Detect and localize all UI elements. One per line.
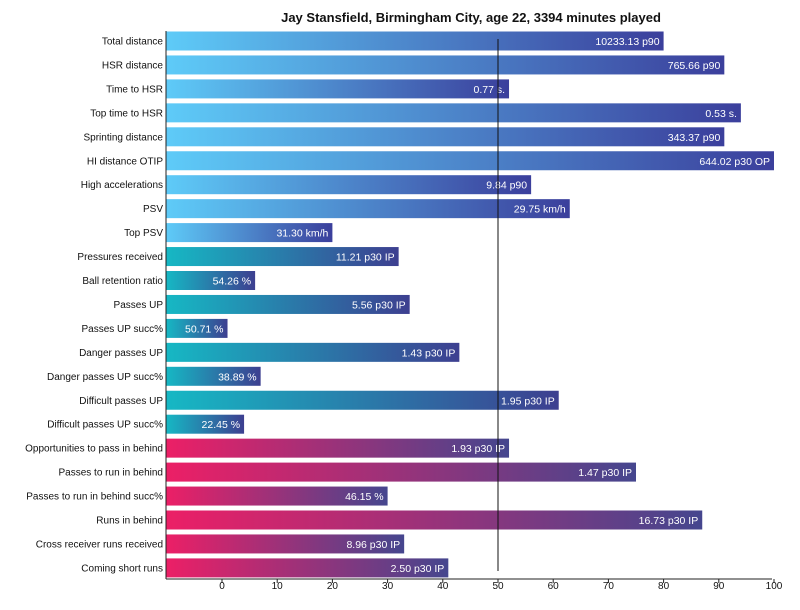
category-label: Ball retention ratio bbox=[82, 276, 163, 287]
bar bbox=[166, 510, 703, 530]
x-tick-label: 50 bbox=[492, 581, 504, 592]
chart-title: Jay Stansfield, Birmingham City, age 22,… bbox=[281, 10, 661, 25]
bar-value-label: 1.95 p30 IP bbox=[501, 395, 555, 407]
bar-value-label: 1.43 p30 IP bbox=[402, 347, 456, 359]
bar-value-label: 22.45 % bbox=[202, 419, 241, 431]
bar bbox=[166, 558, 449, 578]
bar bbox=[166, 414, 245, 434]
bar-value-label: 9.84 p90 bbox=[486, 180, 527, 192]
bar bbox=[166, 318, 228, 338]
bar bbox=[166, 534, 405, 554]
bar-value-label: 11.21 p30 IP bbox=[336, 252, 395, 264]
bar-value-label: 1.93 p30 IP bbox=[451, 443, 505, 455]
category-label: Total distance bbox=[102, 37, 164, 48]
bar bbox=[166, 390, 559, 410]
category-label: Difficult passes UP bbox=[79, 396, 163, 407]
bar bbox=[166, 247, 399, 267]
bar bbox=[166, 31, 664, 51]
x-tick-label: 90 bbox=[713, 581, 725, 592]
x-tick-label: 0 bbox=[219, 581, 225, 592]
bars-layer: Total distance 10233.13 p90 HSR distance 76… bbox=[25, 31, 774, 578]
bar bbox=[166, 294, 410, 314]
category-label: Cross receiver runs received bbox=[36, 539, 163, 550]
x-tick-label: 20 bbox=[327, 581, 339, 592]
bar bbox=[166, 271, 256, 290]
category-label: Opportunities to pass in behind bbox=[25, 444, 163, 455]
x-axis: 0 10 20 30 40 50 60 70 80 90 100 bbox=[165, 31, 783, 592]
category-label: Runs in behind bbox=[96, 516, 163, 527]
bar-value-label: 31.30 km/h bbox=[276, 228, 328, 240]
category-label: Time to HSR bbox=[106, 84, 163, 95]
x-tick-label: 80 bbox=[658, 581, 670, 592]
category-label: Top PSV bbox=[124, 228, 163, 239]
bar bbox=[166, 366, 261, 386]
bar-value-label: 10233.13 p90 bbox=[595, 36, 659, 48]
bar-value-label: 343.37 p90 bbox=[668, 132, 721, 144]
bar-value-label: 8.96 p30 IP bbox=[346, 539, 400, 551]
bar bbox=[166, 438, 510, 458]
bar bbox=[166, 462, 636, 482]
category-label: Coming short runs bbox=[81, 563, 163, 574]
bar-value-label: 0.77 s. bbox=[474, 84, 506, 96]
category-label: Passes to run in behind bbox=[58, 468, 163, 479]
bar-value-label: 1.47 p30 IP bbox=[578, 467, 632, 479]
category-label: Danger passes UP bbox=[79, 348, 163, 359]
category-label: Passes to run in behind succ% bbox=[26, 492, 163, 503]
category-label: High accelerations bbox=[81, 180, 163, 191]
x-tick-label: 40 bbox=[437, 581, 449, 592]
bar bbox=[166, 199, 570, 219]
category-label: HI distance OTIP bbox=[87, 156, 163, 167]
category-label: HSR distance bbox=[102, 60, 164, 71]
x-tick-label: 30 bbox=[382, 581, 394, 592]
x-tick-label: 100 bbox=[766, 581, 783, 592]
bar bbox=[166, 223, 333, 243]
category-label: Danger passes UP succ% bbox=[47, 372, 163, 383]
category-label: Top time to HSR bbox=[90, 108, 163, 119]
bar-value-label: 29.75 km/h bbox=[514, 204, 566, 216]
bar-value-label: 644.02 p30 OP bbox=[699, 156, 770, 168]
x-tick-label: 10 bbox=[272, 581, 284, 592]
bar-value-label: 2.50 p30 IP bbox=[391, 563, 445, 575]
bar bbox=[166, 55, 725, 75]
bar-value-label: 5.56 p30 IP bbox=[352, 299, 406, 311]
bar-value-label: 46.15 % bbox=[345, 491, 384, 503]
bar bbox=[166, 175, 532, 195]
bar bbox=[166, 486, 388, 506]
category-label: Passes UP bbox=[114, 300, 164, 311]
bar bbox=[166, 79, 510, 99]
category-label: Pressures received bbox=[77, 252, 163, 263]
bar bbox=[166, 127, 725, 147]
bar bbox=[166, 151, 774, 171]
x-tick-label: 60 bbox=[548, 581, 560, 592]
bar-value-label: 50.71 % bbox=[185, 323, 224, 335]
x-tick-label: 70 bbox=[603, 581, 615, 592]
bar-value-label: 38.89 % bbox=[218, 371, 257, 383]
category-label: Difficult passes UP succ% bbox=[47, 420, 163, 431]
category-label: PSV bbox=[143, 204, 163, 215]
bar-value-label: 16.73 p30 IP bbox=[639, 515, 699, 527]
bar-value-label: 54.26 % bbox=[213, 276, 252, 288]
category-label: Sprinting distance bbox=[84, 132, 164, 143]
bar-value-label: 0.53 s. bbox=[705, 108, 737, 120]
bar-value-label: 765.66 p90 bbox=[668, 60, 721, 72]
bar bbox=[166, 103, 741, 123]
category-label: Passes UP succ% bbox=[81, 324, 163, 335]
bar bbox=[166, 342, 460, 362]
